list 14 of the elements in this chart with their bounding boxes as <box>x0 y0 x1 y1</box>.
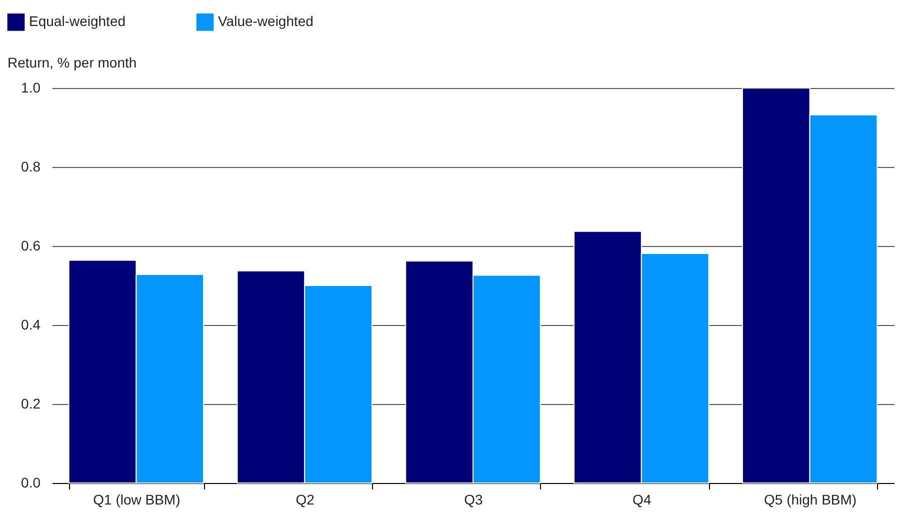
x-tick-label: Q3 <box>464 492 484 508</box>
x-tick-label: Q5 (high BBM) <box>764 492 857 508</box>
x-tick-label: Q1 (low BBM) <box>93 492 180 508</box>
legend-label: Value-weighted <box>218 13 314 30</box>
y-axis-title: Return, % per month <box>8 54 137 70</box>
x-tick-label: Q4 <box>632 492 652 508</box>
x-tick-label: Q2 <box>296 492 315 508</box>
y-tick-label: 0.4 <box>21 316 41 332</box>
y-tick-label: 0.0 <box>21 474 41 490</box>
y-tick-label: 0.6 <box>21 238 41 254</box>
y-tick-label: 1.0 <box>21 80 41 96</box>
legend-label: Equal-weighted <box>29 13 126 30</box>
y-tick-label: 0.8 <box>21 158 41 174</box>
y-tick-label: 0.2 <box>21 396 41 412</box>
